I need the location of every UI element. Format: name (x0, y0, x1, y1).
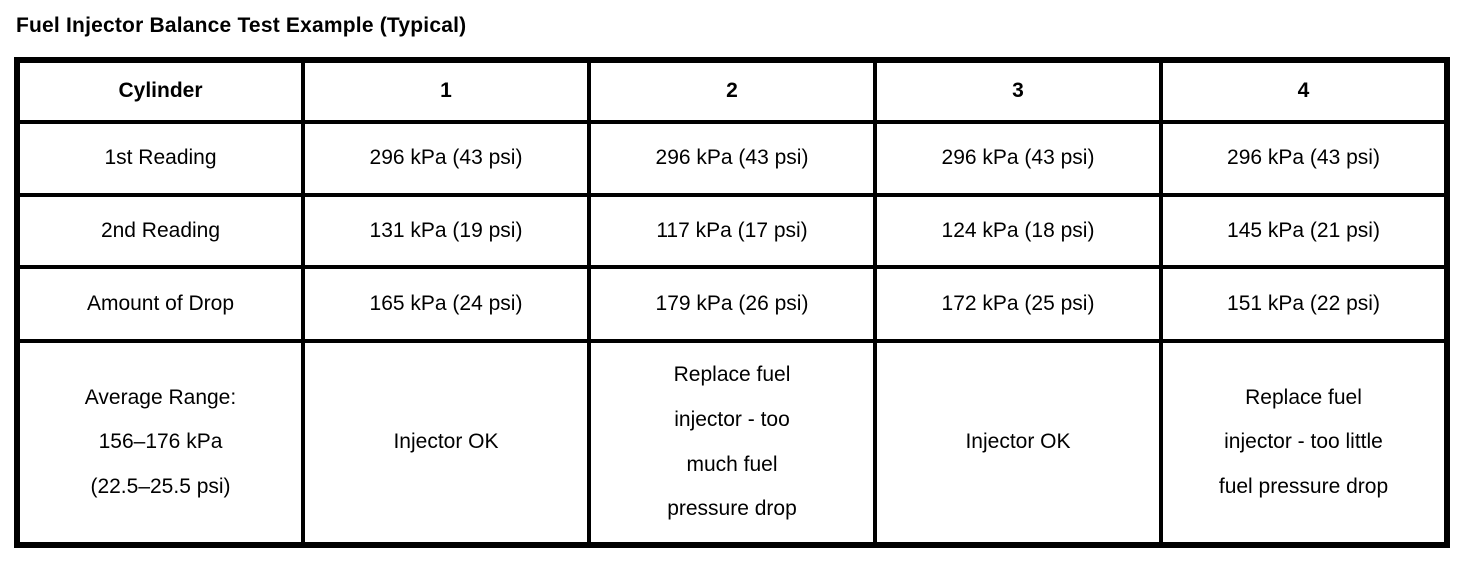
result-cell-cyl2: Replace fuel injector - too much fuel pr… (587, 339, 877, 547)
value-cell-drop-cyl4: 151 kPa (22 psi) (1159, 265, 1449, 343)
header-cell-cylinder: Cylinder (15, 58, 305, 124)
value-cell-first-reading-cyl3: 296 kPa (43 psi) (873, 120, 1163, 197)
header-cell-4: 4 (1159, 58, 1449, 124)
value-cell-first-reading-cyl4: 296 kPa (43 psi) (1159, 120, 1449, 197)
header-cell-3: 3 (873, 58, 1163, 124)
header-cell-2: 2 (587, 58, 877, 124)
value-cell-drop-cyl1: 165 kPa (24 psi) (301, 265, 591, 343)
table-header-row: Cylinder 1 2 3 4 (15, 58, 1449, 124)
value-cell-first-reading-cyl1: 296 kPa (43 psi) (301, 120, 591, 197)
value-cell-second-reading-cyl3: 124 kPa (18 psi) (873, 193, 1163, 269)
table-row-result: Average Range: 156–176 kPa (22.5–25.5 ps… (15, 339, 1449, 547)
fuel-injector-balance-table: Cylinder 1 2 3 4 1st Reading 296 kPa (43… (14, 57, 1450, 548)
result-cell-cyl3: Injector OK (873, 339, 1163, 547)
value-cell-second-reading-cyl1: 131 kPa (19 psi) (301, 193, 591, 269)
value-cell-first-reading-cyl2: 296 kPa (43 psi) (587, 120, 877, 197)
page-title: Fuel Injector Balance Test Example (Typi… (16, 14, 467, 37)
value-cell-drop-cyl3: 172 kPa (25 psi) (873, 265, 1163, 343)
value-cell-drop-cyl2: 179 kPa (26 psi) (587, 265, 877, 343)
row-label-amount-of-drop: Amount of Drop (15, 265, 305, 343)
row-label-average-range: Average Range: 156–176 kPa (22.5–25.5 ps… (15, 339, 305, 547)
row-label-first-reading: 1st Reading (15, 120, 305, 197)
row-label-second-reading: 2nd Reading (15, 193, 305, 269)
table-row-first-reading: 1st Reading 296 kPa (43 psi) 296 kPa (43… (15, 120, 1449, 197)
value-cell-second-reading-cyl4: 145 kPa (21 psi) (1159, 193, 1449, 269)
header-cell-1: 1 (301, 58, 591, 124)
result-cell-cyl4: Replace fuel injector - too little fuel … (1159, 339, 1449, 547)
value-cell-second-reading-cyl2: 117 kPa (17 psi) (587, 193, 877, 269)
table-row-second-reading: 2nd Reading 131 kPa (19 psi) 117 kPa (17… (15, 193, 1449, 269)
table-row-amount-of-drop: Amount of Drop 165 kPa (24 psi) 179 kPa … (15, 265, 1449, 343)
result-cell-cyl1: Injector OK (301, 339, 591, 547)
